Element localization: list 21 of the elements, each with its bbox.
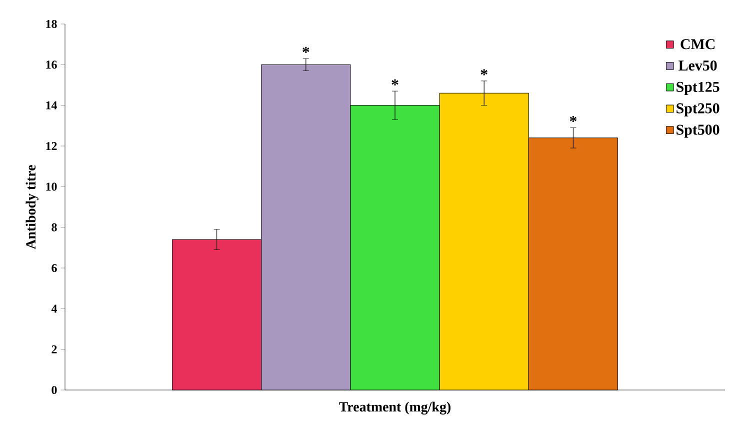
y-tick-label: 2 — [52, 345, 57, 354]
y-tick-label: 8 — [52, 223, 57, 232]
x-axis-title: Treatment (mg/kg) — [339, 402, 450, 415]
y-tick-label: 6 — [52, 264, 57, 272]
y-tick-label: 0 — [52, 386, 57, 394]
legend-label: Spt250 — [676, 103, 720, 116]
annotation: * — [392, 79, 398, 86]
y-tick-label: 16 — [46, 60, 57, 69]
y-tick-label: 4 — [51, 304, 57, 313]
annotation: * — [302, 46, 310, 53]
y-tick-label: 12 — [46, 142, 57, 150]
y-axis-title: Antibody titre — [26, 165, 38, 250]
legend-label: CMC — [680, 39, 715, 50]
y-tick-label: 14 — [46, 101, 57, 110]
y-tick-label: 10 — [46, 182, 57, 191]
legend-label: Spt500 — [676, 124, 720, 138]
legend-label: Spt125 — [676, 82, 720, 95]
annotation: * — [570, 116, 577, 122]
annotation: * — [480, 69, 488, 76]
legend-label: Lev50 — [678, 60, 717, 71]
y-tick-label: 18 — [46, 20, 57, 28]
